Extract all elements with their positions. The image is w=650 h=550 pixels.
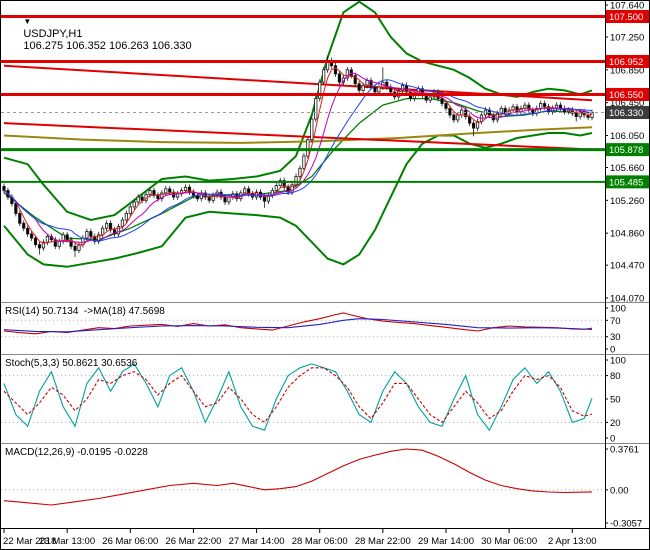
price-badge — [606, 106, 649, 120]
chart-title: ▼ USDJPY,H1 106.275 106.352 106.263 106.… — [5, 4, 192, 64]
indicator-axis-label: 30 — [610, 332, 621, 343]
time-axis-label: 27 Mar 14:00 — [228, 536, 285, 547]
indicator-axis-label: -0.3057 — [610, 519, 642, 529]
rsi-indicator-label: RSI(14) 50.7134 ->MA(18) 47.5698 — [5, 306, 165, 317]
macd-line — [3, 448, 593, 506]
time-axis-ticks — [3, 529, 573, 533]
time-axis-label: 26 Mar 22:00 — [165, 536, 222, 547]
bollinger-middle-line — [3, 97, 592, 241]
indicator-axis-label: 0.00 — [610, 485, 629, 496]
time-axis-label: 2 Apr 13:00 — [547, 536, 597, 547]
moving-average-line — [3, 72, 593, 243]
price-axis-label: 104.470 — [610, 261, 644, 272]
price-badge — [606, 54, 649, 68]
price-axis-label: 104.860 — [610, 229, 644, 240]
macd-indicator-label: MACD(12,26,9) -0.0195 -0.0228 — [5, 447, 148, 458]
symbol-period-label: USDJPY,H1 — [23, 28, 83, 40]
price-axis-label: 105.660 — [610, 163, 644, 174]
indicator-axis-label: 80 — [610, 371, 621, 382]
macd-panel[interactable]: 0.3761 0.00 -0.3057 MACD(12,26,9) -0.0195 … — [1, 443, 649, 529]
red-trendline-lower[interactable] — [3, 122, 593, 151]
price-badge — [606, 87, 649, 101]
rsi-line — [3, 312, 593, 335]
time-axis-label: 28 Mar 06:00 — [291, 536, 348, 547]
indicator-axis-label: 0 — [610, 345, 615, 355]
price-badge — [606, 143, 649, 157]
main-chart-panel[interactable]: 107.640 107.250 106.850 106.450 106.050 105.6… — [1, 1, 650, 302]
price-axis-label: 107.250 — [610, 33, 644, 44]
rsi_ma-line — [3, 318, 593, 333]
symbol-dropdown-icon[interactable]: ▼ — [23, 17, 32, 26]
time-axis-label: 22 Mar 2018 — [3, 536, 57, 547]
time-axis-label: 30 Mar 06:00 — [481, 536, 538, 547]
price-axis-label: 107.640 — [610, 1, 644, 12]
price-axis-label: 105.260 — [610, 196, 644, 207]
price-axis-separator — [605, 1, 606, 528]
rsi-panel[interactable]: 100 70 30 0 RSI(14) 50.7134 ->MA(18) 47.569… — [1, 302, 650, 354]
indicator-axis-label: 100 — [610, 356, 626, 367]
price-badge-label: 106.330 — [609, 108, 643, 119]
bollinger-lower-line — [3, 132, 593, 268]
candlestick-plot[interactable]: 107.640 107.250 106.850 106.450 106.050 105.6… — [1, 1, 650, 302]
time-axis: 22 Mar 2018 23 Mar 13:00 26 Mar 06:00 26 Ma… — [1, 528, 649, 549]
indicator-axis-label: 50 — [610, 395, 621, 406]
indicator-axis-label: 70 — [610, 316, 621, 327]
moving-average-line — [3, 79, 593, 242]
time-axis-label: 26 Mar 06:00 — [102, 536, 159, 547]
price-badge-label: 107.500 — [609, 12, 643, 23]
ohlc-values: 106.275 106.352 106.263 106.330 — [23, 40, 192, 52]
stochastic-panel[interactable]: 100 80 50 20 0 Stoch(5,3,3) 50.8621 30.6536 — [1, 354, 649, 444]
stochastic-indicator-label: Stoch(5,3,3) 50.8621 30.6536 — [5, 358, 138, 369]
time-axis-label: 29 Mar 14:00 — [417, 536, 474, 547]
price-badge-label: 106.550 — [609, 90, 643, 101]
time-axis-label: 28 Mar 22:00 — [354, 536, 411, 547]
price-axis-label: 104.070 — [610, 294, 644, 303]
price-badge — [606, 9, 649, 23]
stoch_signal-line — [3, 367, 593, 424]
price-badge-label: 106.952 — [609, 57, 643, 68]
price-badge-label: 105.878 — [609, 145, 643, 156]
stoch_main-line — [3, 363, 593, 432]
price-axis-label: 106.850 — [610, 65, 644, 76]
price-axis-label: 106.450 — [610, 98, 644, 109]
indicator-axis-label: 100 — [610, 304, 626, 315]
indicator-axis-label: 0.3761 — [610, 445, 639, 456]
indicator-axis-label: 20 — [610, 418, 621, 429]
price-axis-label: 106.050 — [610, 131, 644, 142]
price-badge-label: 105.485 — [609, 177, 643, 188]
time-axis-label: 23 Mar 13:00 — [39, 536, 96, 547]
olive-slow-ma-line — [3, 126, 593, 144]
price-badge — [606, 175, 649, 189]
indicator-axis-label: 0 — [610, 434, 615, 444]
